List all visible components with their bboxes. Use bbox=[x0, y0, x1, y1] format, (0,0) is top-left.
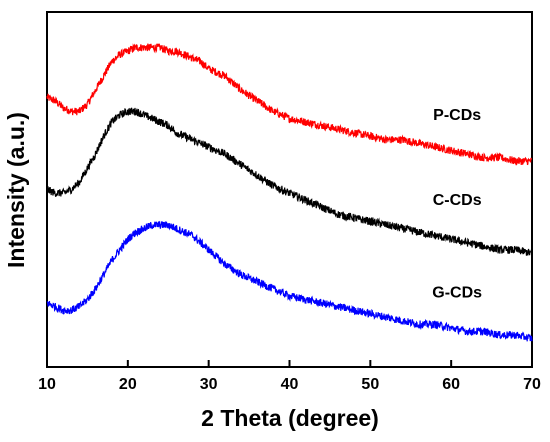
x-tick-label: 40 bbox=[281, 376, 299, 393]
series-labels: P-CDs C-CDs G-CDs bbox=[432, 107, 482, 301]
x-tick-label: 30 bbox=[200, 376, 218, 393]
x-tick-label: 10 bbox=[38, 376, 56, 393]
series-label-g-cds: G-CDs bbox=[432, 284, 482, 301]
series-label-p-cds: P-CDs bbox=[433, 107, 481, 124]
series-label-c-cds: C-CDs bbox=[433, 192, 482, 209]
series-layer bbox=[46, 43, 533, 342]
plot-frame bbox=[46, 11, 533, 368]
x-tick-label: 20 bbox=[119, 376, 137, 393]
series-line-g-cds bbox=[46, 220, 533, 342]
x-tick-label: 60 bbox=[442, 376, 460, 393]
series-line-p-cds bbox=[46, 43, 533, 166]
y-axis-title: Intensity (a.u.) bbox=[3, 112, 29, 268]
series-line-c-cds bbox=[46, 107, 533, 256]
x-tick-label: 50 bbox=[361, 376, 379, 393]
x-axis-title: 2 Theta (degree) bbox=[201, 405, 379, 431]
x-tick-label: 70 bbox=[523, 376, 541, 393]
x-ticks: 10 20 30 40 50 60 70 bbox=[38, 360, 541, 393]
